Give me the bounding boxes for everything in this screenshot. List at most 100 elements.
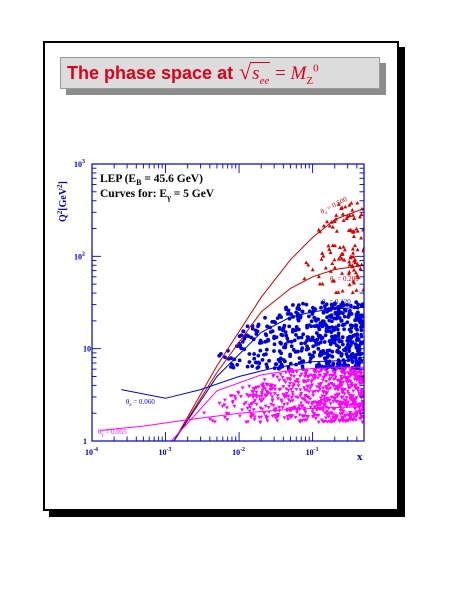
data-point <box>299 341 304 346</box>
data-point <box>273 320 277 325</box>
data-point <box>250 326 255 331</box>
data-point <box>291 382 296 386</box>
data-point <box>321 390 326 395</box>
data-point <box>230 394 234 398</box>
data-point <box>351 229 356 233</box>
data-point <box>329 302 334 307</box>
data-point <box>331 415 336 420</box>
data-point <box>334 229 339 233</box>
data-point <box>254 385 259 390</box>
data-point <box>324 409 329 413</box>
data-point <box>253 393 258 398</box>
data-point <box>327 247 332 251</box>
data-point <box>322 397 327 401</box>
data-point <box>347 202 352 207</box>
data-point <box>347 346 352 350</box>
data-point <box>340 368 344 373</box>
data-point <box>347 262 352 267</box>
data-point <box>356 386 361 391</box>
data-point <box>247 352 252 356</box>
data-point <box>342 314 347 319</box>
data-point <box>292 338 297 343</box>
data-point <box>356 275 361 279</box>
data-point <box>337 418 342 423</box>
data-point <box>219 352 223 356</box>
data-point <box>299 335 304 340</box>
data-point <box>248 393 253 398</box>
title-box: The phase space at √see = MZ0 <box>60 57 380 89</box>
data-point <box>346 228 351 233</box>
data-point <box>298 419 303 423</box>
data-point <box>252 415 257 419</box>
data-point <box>247 403 252 407</box>
data-point <box>348 394 353 399</box>
data-point <box>352 416 357 420</box>
data-point <box>310 383 315 387</box>
data-point <box>298 315 303 320</box>
data-point <box>349 335 354 340</box>
data-point <box>286 417 290 422</box>
data-point <box>298 388 303 392</box>
data-point <box>345 320 350 325</box>
data-point <box>284 387 289 391</box>
data-point <box>245 333 249 338</box>
data-point <box>349 356 354 361</box>
data-point <box>332 377 336 382</box>
data-point <box>350 384 355 388</box>
data-point <box>304 302 309 307</box>
data-point <box>334 343 339 348</box>
data-point <box>325 370 330 375</box>
data-point <box>305 415 310 419</box>
data-point <box>315 385 319 389</box>
data-point <box>275 394 280 398</box>
data-point <box>343 368 348 372</box>
data-point <box>305 338 309 343</box>
data-point <box>301 359 306 364</box>
data-point <box>240 386 245 390</box>
data-point <box>282 403 287 407</box>
data-point <box>235 362 240 367</box>
data-point <box>282 416 287 420</box>
data-point <box>256 322 261 327</box>
data-point <box>284 333 289 338</box>
data-point <box>310 312 315 316</box>
data-point <box>281 328 285 333</box>
data-point <box>296 327 301 332</box>
data-point <box>283 394 288 398</box>
data-point <box>326 415 331 419</box>
phase-space-curves <box>100 208 364 441</box>
data-point <box>347 213 352 217</box>
data-point <box>272 349 276 353</box>
formula-m-sub: Z <box>306 74 314 87</box>
data-point <box>343 363 348 367</box>
data-point <box>313 376 318 381</box>
data-point <box>355 228 360 233</box>
data-point <box>340 390 345 394</box>
data-point <box>350 207 355 212</box>
data-point <box>261 382 265 386</box>
data-point <box>339 380 344 385</box>
data-point <box>297 356 302 360</box>
data-point <box>316 376 320 380</box>
data-point <box>328 402 333 406</box>
data-point <box>258 420 262 425</box>
data-point <box>324 379 329 384</box>
data-point <box>353 398 357 403</box>
data-point <box>348 254 353 259</box>
data-point <box>289 344 294 349</box>
data-point <box>276 397 280 401</box>
data-point <box>340 335 345 340</box>
data-point <box>319 305 323 310</box>
data-point <box>223 355 227 360</box>
data-point <box>288 352 292 357</box>
data-point <box>352 377 357 382</box>
data-point <box>238 343 243 348</box>
data-point <box>258 348 263 353</box>
data-point <box>335 327 340 332</box>
data-point <box>332 265 337 270</box>
data-point <box>327 412 332 416</box>
data-point <box>340 412 345 416</box>
data-point <box>360 400 364 404</box>
data-point <box>336 202 341 206</box>
data-point <box>310 374 315 378</box>
